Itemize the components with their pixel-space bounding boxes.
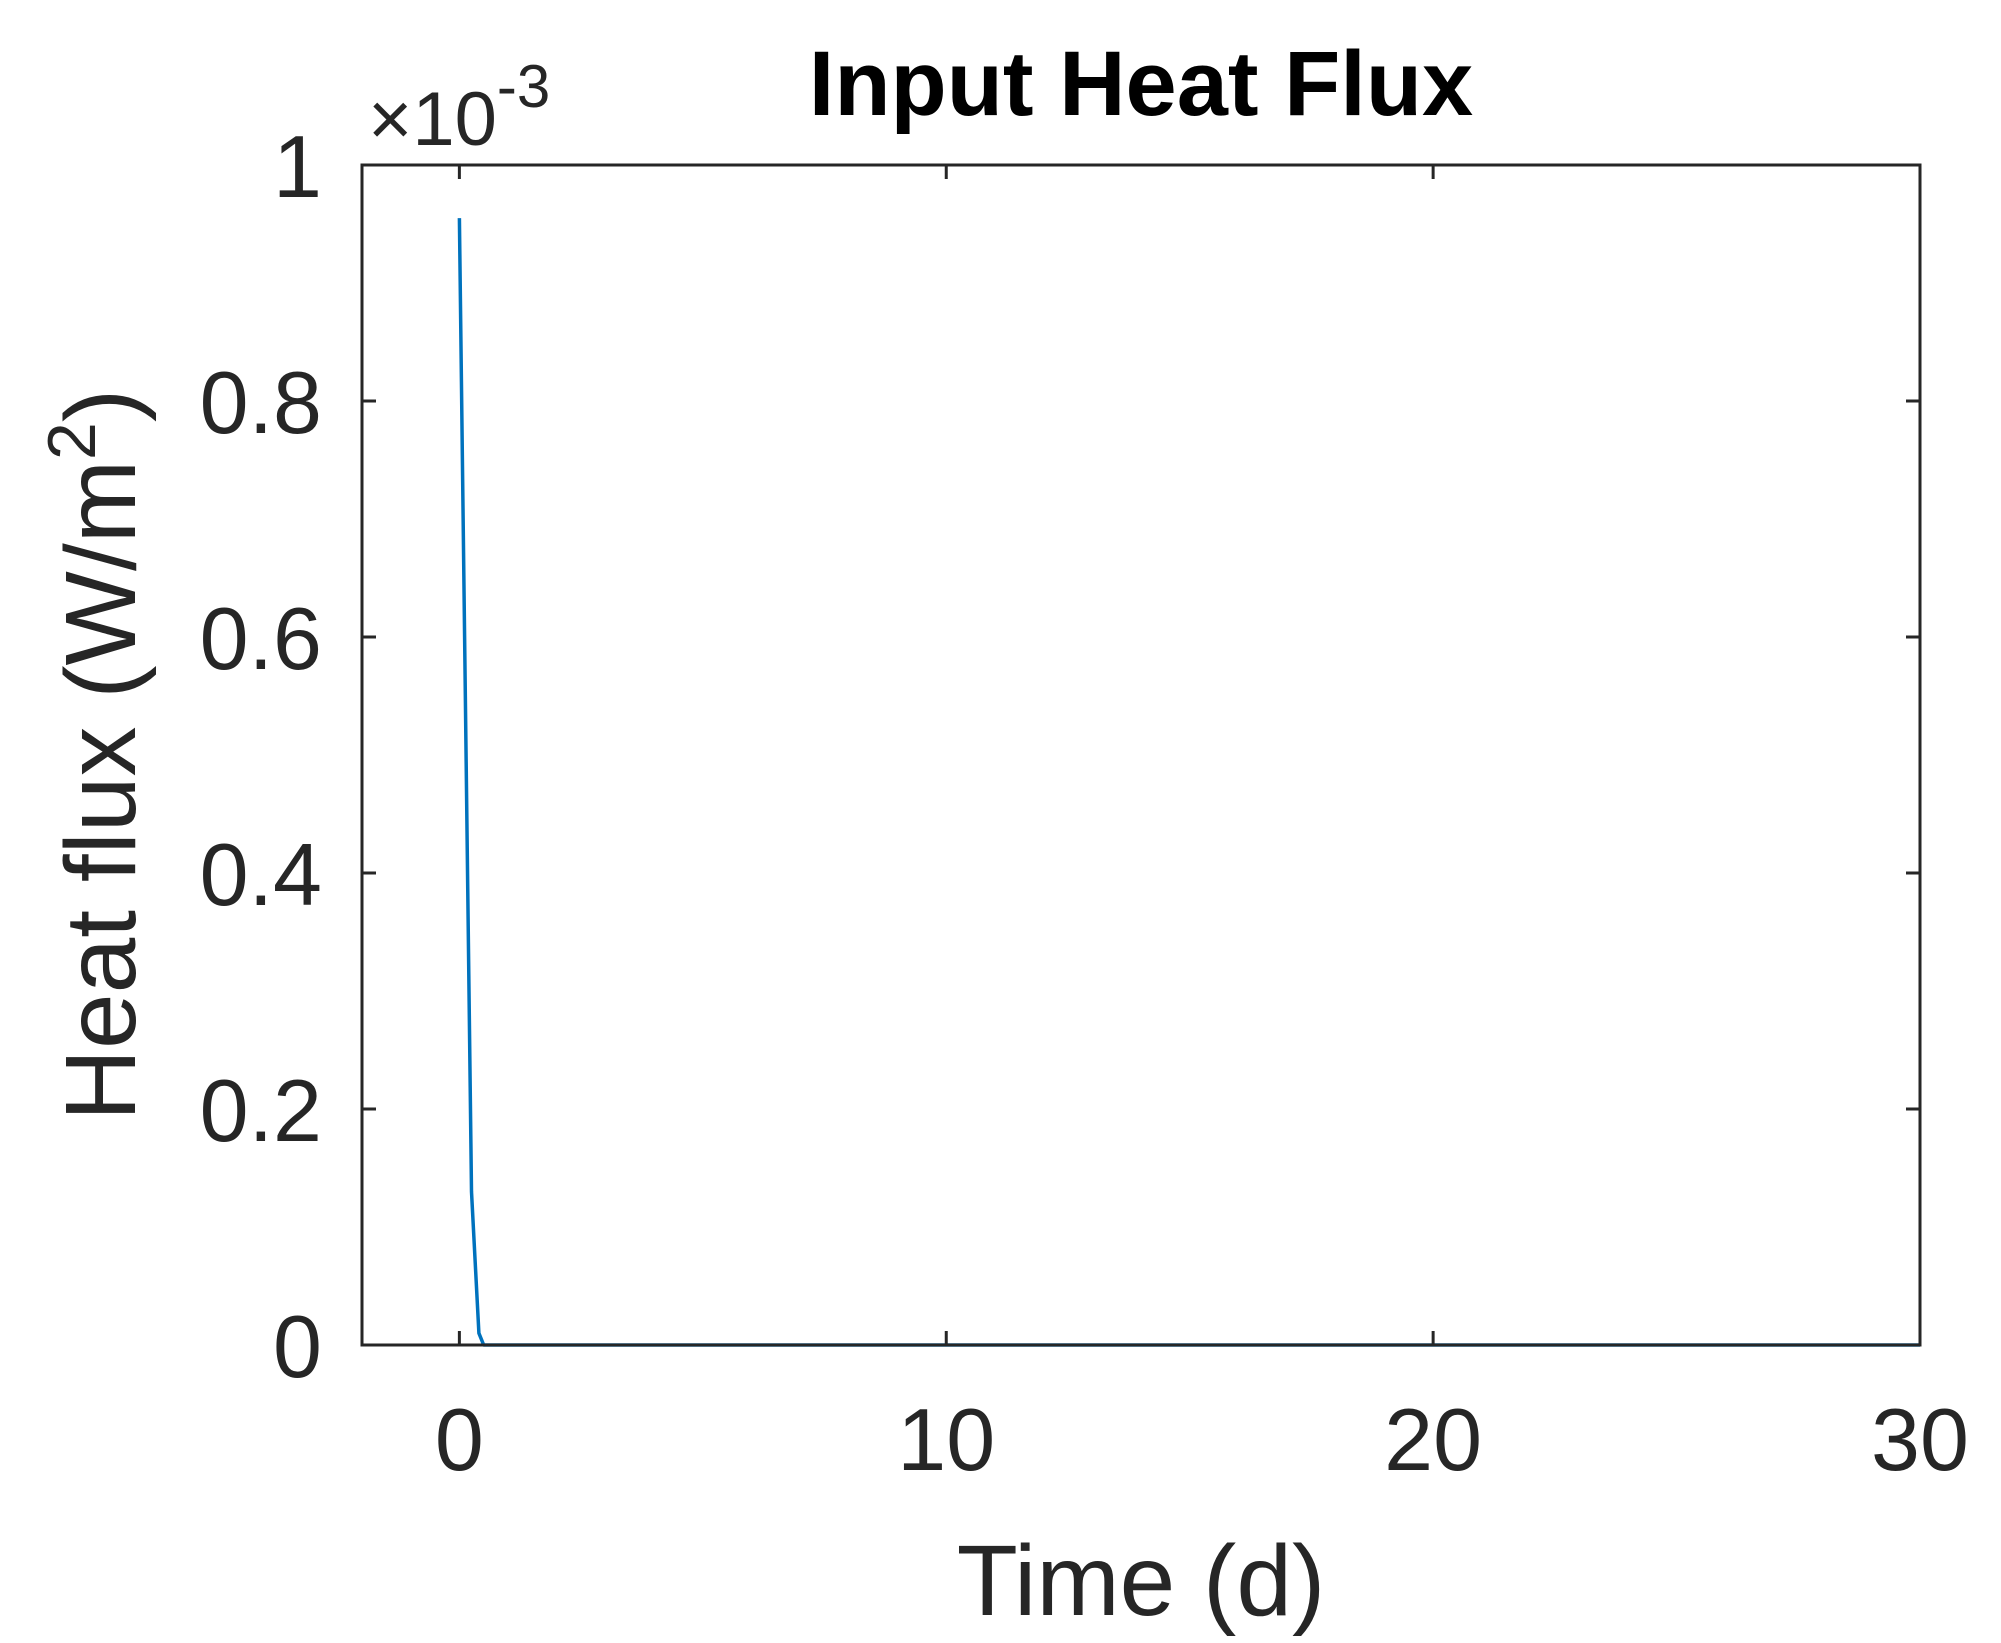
y-exponent-power: -3 [497, 53, 550, 120]
x-tick-label: 30 [1871, 1390, 1969, 1489]
y-axis-label-superscript: 2 [34, 422, 110, 460]
y-axis-label-close: ) [45, 389, 157, 422]
y-axis-label-text: Heat flux (W/m [45, 460, 157, 1121]
y-tick-label: 0.8 [200, 353, 322, 452]
y-tick-label: 0 [273, 1297, 322, 1396]
chart-title: Input Heat Flux [809, 33, 1473, 135]
y-tick-label: 0.2 [200, 1061, 322, 1160]
ticks-layer: 0 10 20 30 0 0.2 0.4 0.6 0.8 1 [200, 117, 1969, 1489]
y-tick-label: 1 [273, 117, 322, 216]
x-tick-label: 0 [435, 1390, 484, 1489]
plot-frame [360, 163, 1922, 1347]
y-axis-label: Heat flux (W/m2) [34, 389, 157, 1121]
svg-text:×10-3: ×10-3 [368, 53, 550, 162]
x-axis-label: Time (d) [957, 1525, 1326, 1637]
x-tick-label: 20 [1384, 1390, 1482, 1489]
y-exponent-label: ×10-3 [368, 53, 550, 162]
plot-background [362, 165, 1920, 1345]
y-tick-label: 0.4 [200, 825, 322, 924]
y-tick-label: 0.6 [200, 589, 322, 688]
y-exponent-base: ×10 [368, 77, 497, 162]
x-tick-label: 10 [897, 1390, 995, 1489]
